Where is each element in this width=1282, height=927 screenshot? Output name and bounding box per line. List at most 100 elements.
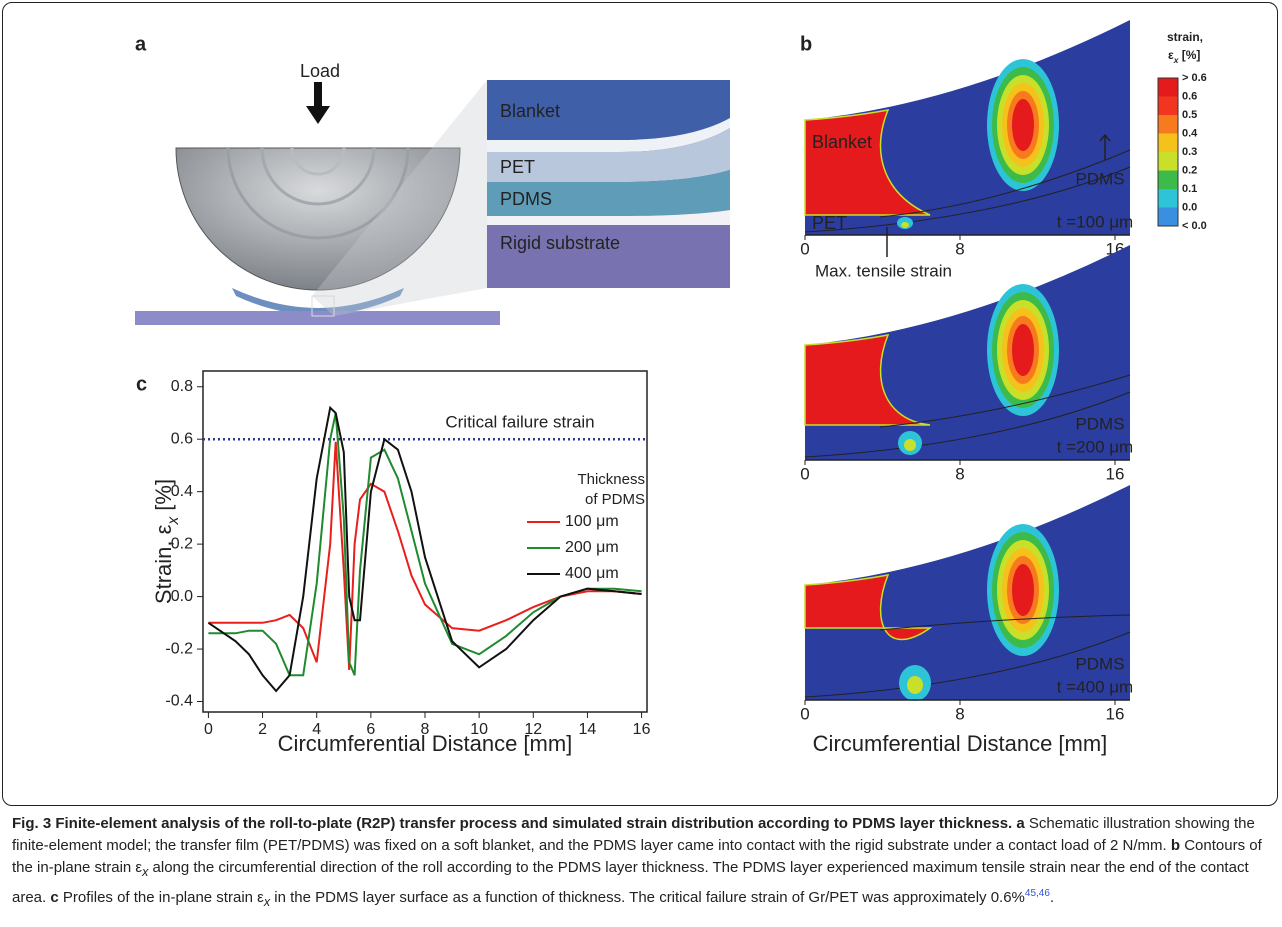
colorbar-label: 0.6 <box>1182 90 1197 102</box>
x-tick-label: 0 <box>800 464 809 483</box>
layer-label: Rigid substrate <box>500 233 620 253</box>
caption-citation: 45,46 <box>1024 888 1050 899</box>
contour-level <box>1012 564 1034 616</box>
thickness-label: t =100 μm <box>1057 212 1133 231</box>
colorbar-label: 0.1 <box>1182 183 1197 195</box>
layer-boundary <box>804 391 1131 458</box>
caption-text: in the PDMS layer surface as a function … <box>274 889 1025 906</box>
x-tick-label: 6 <box>366 721 375 738</box>
text-part: [%] <box>1178 48 1200 62</box>
caption-panel-label: b <box>1170 837 1181 854</box>
panel-a: a Load Blanket PET PDMS Rigid substrate <box>135 33 730 325</box>
colorbar-label: 0.5 <box>1182 109 1197 121</box>
caption-panel-label: c <box>50 889 59 906</box>
caption-title: Fig. 3 Finite-element analysis of the ro… <box>12 815 1013 832</box>
caption-text: x <box>263 895 271 909</box>
x-tick-label: 12 <box>524 721 542 738</box>
annotation: Max. tensile strain <box>815 261 952 280</box>
colorbar-label: < 0.0 <box>1182 220 1207 232</box>
layer-boundary <box>879 614 1131 631</box>
roller-ring <box>290 147 346 176</box>
y-tick-label: -0.2 <box>165 640 193 657</box>
x-tick-label: 2 <box>258 721 267 738</box>
thickness-label: t =200 μm <box>1057 437 1133 456</box>
caption-panel-label: a <box>1016 815 1025 832</box>
caption-text: Schematic illustration showing the finit… <box>12 815 1255 854</box>
caption: Fig. 3 Finite-element analysis of the ro… <box>12 813 1274 913</box>
panel-label: a <box>135 33 147 55</box>
x-tick-label: 8 <box>955 464 964 483</box>
blanket <box>232 288 404 315</box>
contour-level <box>1012 99 1034 151</box>
zoom-cone <box>312 80 487 316</box>
roller-ring <box>260 147 376 206</box>
legend-title: of PDMS <box>585 491 645 508</box>
contour-level <box>1012 324 1034 376</box>
legend-label: 400 μm <box>565 565 619 582</box>
colorbar-swatch <box>1158 78 1178 97</box>
y-tick-label: 0.0 <box>171 588 193 605</box>
roller-ring <box>226 147 410 240</box>
panel-label: c <box>136 373 147 395</box>
contour-region <box>804 574 933 641</box>
y-tick-label: 0.8 <box>171 378 193 395</box>
pdms-layer <box>487 170 730 216</box>
text-part: [%] <box>151 479 176 517</box>
contour-plot: 0 8 16 PDMS t =400 μm <box>800 485 1133 723</box>
roller <box>175 147 461 291</box>
colorbar-label: > 0.6 <box>1182 72 1207 84</box>
colorbar-frame <box>1157 77 1179 227</box>
thickness-label: t =400 μm <box>1057 677 1133 696</box>
layer-boundary <box>879 374 1131 428</box>
colorbar-label: 0.4 <box>1182 127 1198 139</box>
caption-text: Profiles of the in-plane strain ε <box>62 889 264 906</box>
contour-region <box>804 334 931 426</box>
colorbar-swatch <box>1158 170 1178 189</box>
y-tick-label: 0.6 <box>171 430 193 447</box>
figure: a Load Blanket PET PDMS Rigid substrate … <box>135 20 1207 756</box>
colorbar-swatch <box>1158 189 1178 208</box>
x-tick-label: 0 <box>800 704 809 723</box>
gap <box>487 118 730 152</box>
substrate-layer <box>487 225 730 288</box>
x-tick-label: 16 <box>1106 464 1125 483</box>
data-line <box>208 412 642 677</box>
zoom-box <box>311 295 335 317</box>
y-tick-label: -0.4 <box>165 693 193 710</box>
colorbar-swatch <box>1158 207 1178 226</box>
panel-label: b <box>800 33 812 55</box>
reference-label: Critical failure strain <box>445 413 594 432</box>
x-tick-label: 8 <box>955 704 964 723</box>
contour-region <box>805 485 1130 700</box>
load-label: Load <box>300 61 340 81</box>
colorbar-label: 0.3 <box>1182 146 1197 158</box>
x-tick-label: 0 <box>800 239 809 258</box>
caption-text: x <box>142 865 149 879</box>
x-tick-label: 0 <box>204 721 213 738</box>
pdms-label: PDMS <box>1075 169 1124 188</box>
colorbar-label: 0.0 <box>1182 201 1197 213</box>
contour-level <box>904 439 916 451</box>
x-tick-label: 16 <box>1106 704 1125 723</box>
contour-level <box>901 222 909 228</box>
colorbar-swatch <box>1158 96 1178 115</box>
text-part: ε <box>1168 48 1174 62</box>
colorbar-swatch <box>1158 152 1178 171</box>
layer-label: Blanket <box>500 101 560 121</box>
data-line <box>208 441 642 671</box>
caption-text: along the circumferential direction of t… <box>12 859 1249 906</box>
y-axis-label: Strain, εx [%] <box>151 479 182 604</box>
x-tick-label: 10 <box>470 721 488 738</box>
colorbar-label: 0.2 <box>1182 164 1197 176</box>
x-tick-label: 4 <box>312 721 321 738</box>
pdms-label: PDMS <box>1075 414 1124 433</box>
figure-frame <box>2 2 1278 806</box>
layer-boundary <box>804 166 1131 233</box>
layer-label: Blanket <box>812 132 872 152</box>
layer-label: PDMS <box>500 189 552 209</box>
text-part: x <box>1173 55 1179 65</box>
caption-text: Contours of the in-plane strain ε <box>12 837 1262 876</box>
load-arrow-head <box>306 106 330 124</box>
